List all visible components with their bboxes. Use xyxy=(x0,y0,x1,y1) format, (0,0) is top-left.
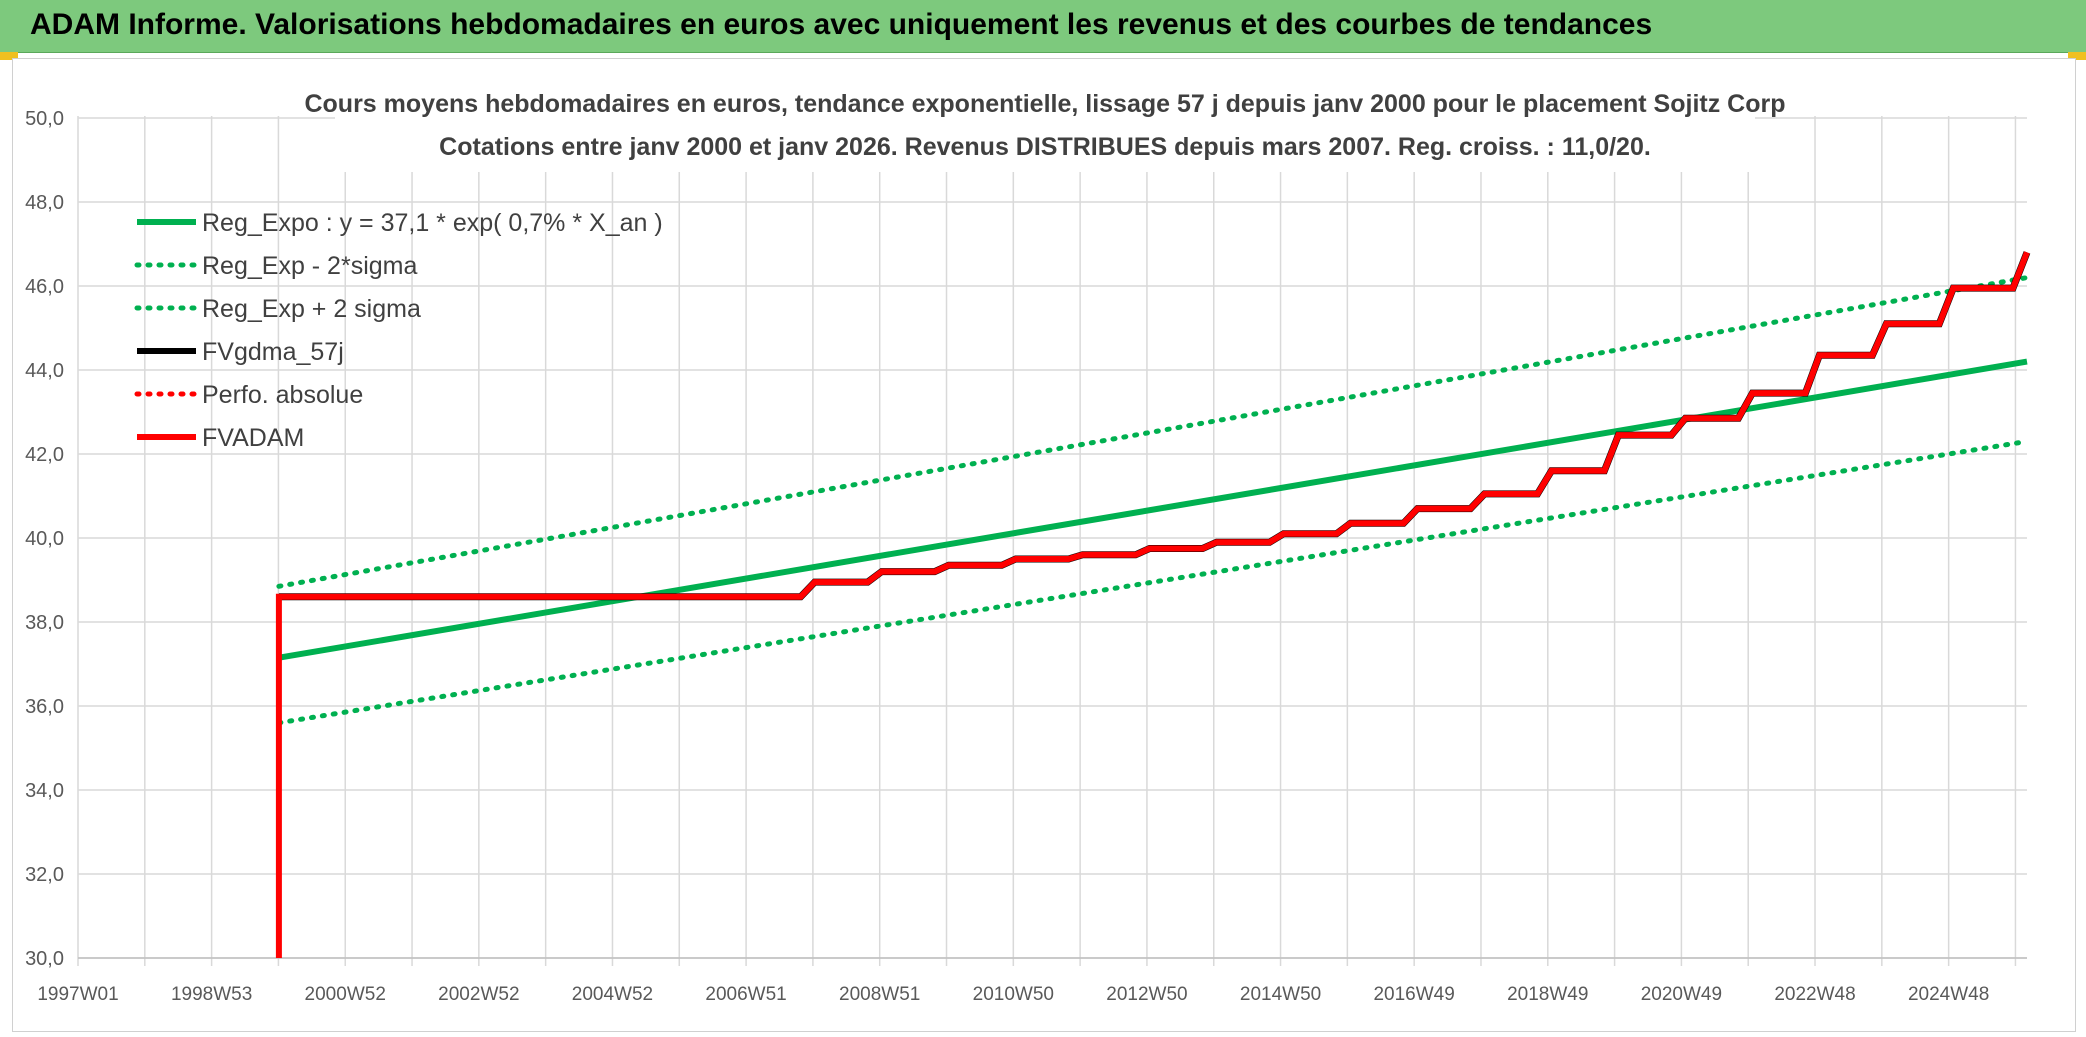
x-tick-label: 2000W52 xyxy=(305,984,386,1005)
series-line-fvadam xyxy=(275,251,2030,958)
y-tick-label: 46,0 xyxy=(25,276,64,298)
y-tick-label: 44,0 xyxy=(25,360,64,382)
chart-title: Cours moyens hebdomadaires en euros, ten… xyxy=(304,90,1785,118)
y-tick-label: 48,0 xyxy=(25,192,64,214)
x-tick-label: 2020W49 xyxy=(1641,984,1722,1005)
x-tick-label: 2002W52 xyxy=(438,984,519,1005)
title-background xyxy=(335,80,1755,172)
y-tick-label: 34,0 xyxy=(25,780,64,802)
series-line-reg-exp-2-sigma xyxy=(276,438,2030,726)
series-line-fvgdma-57j xyxy=(278,251,2031,601)
y-axis-ticks: 30,0 32,0 34,0 36,0 38,0 40,0 42,0 44,0 46,0 48,0… xyxy=(25,108,64,970)
legend-entry: Reg_Expo : y = 37,1 * exp( 0,7% * X_an ) xyxy=(202,209,663,237)
x-tick-label: 2010W50 xyxy=(973,984,1054,1005)
y-tick-label: 38,0 xyxy=(25,612,64,634)
x-tick-label: 2016W49 xyxy=(1373,984,1454,1005)
y-tick-label: 40,0 xyxy=(25,528,64,550)
series-line-reg-expo-y-37-1-exp-0-7-x-an xyxy=(278,358,2028,661)
chart-area xyxy=(12,58,2076,1032)
y-tick-label: 32,0 xyxy=(25,864,64,886)
x-axis-ticks: 1997W01 1998W53 2000W52 2002W52 2004W52 2006W… xyxy=(37,984,1989,1005)
y-tick-label: 36,0 xyxy=(25,696,64,718)
y-tick-label: 30,0 xyxy=(25,948,64,970)
y-tick-label: 42,0 xyxy=(25,444,64,466)
report-title: ADAM Informe. Valorisations hebdomadaire… xyxy=(30,8,1653,41)
chart-subtitle: Cotations entre janv 2000 et janv 2026. … xyxy=(439,133,1651,161)
legend-entry: FVADAM xyxy=(202,424,304,452)
x-tick-label: 2018W49 xyxy=(1507,984,1588,1005)
x-tick-label: 2022W48 xyxy=(1774,984,1855,1005)
x-tick-label: 2004W52 xyxy=(572,984,653,1005)
legend: Reg_Expo : y = 37,1 * exp( 0,7% * X_an )… xyxy=(134,209,663,452)
x-tick-label: 1998W53 xyxy=(171,984,252,1005)
x-tick-label: 1997W01 xyxy=(37,984,118,1005)
series-line-reg-exp-2-sigma xyxy=(276,275,2030,589)
x-tick-label: 2014W50 xyxy=(1240,984,1321,1005)
corner-marker-right xyxy=(2068,52,2086,60)
x-tick-label: 2024W48 xyxy=(1908,984,1989,1005)
grid-lines xyxy=(77,116,2027,966)
legend-entry: Perfo. absolue xyxy=(202,381,363,409)
report-header: ADAM Informe. Valorisations hebdomadaire… xyxy=(0,0,2086,53)
title-layer: Cours moyens hebdomadaires en euros, ten… xyxy=(304,80,1786,172)
x-tick-label: 2012W50 xyxy=(1106,984,1187,1005)
series-layer xyxy=(275,251,2031,958)
legend-entry: Reg_Exp + 2 sigma xyxy=(202,295,421,323)
y-tick-label: 50,0 xyxy=(25,108,64,130)
x-tick-label: 2008W51 xyxy=(839,984,920,1005)
legend-entry: FVgdma_57j xyxy=(202,338,344,366)
legend-entry: Reg_Exp - 2*sigma xyxy=(202,252,417,280)
x-tick-label: 2006W51 xyxy=(705,984,786,1005)
corner-marker-left xyxy=(0,52,18,60)
